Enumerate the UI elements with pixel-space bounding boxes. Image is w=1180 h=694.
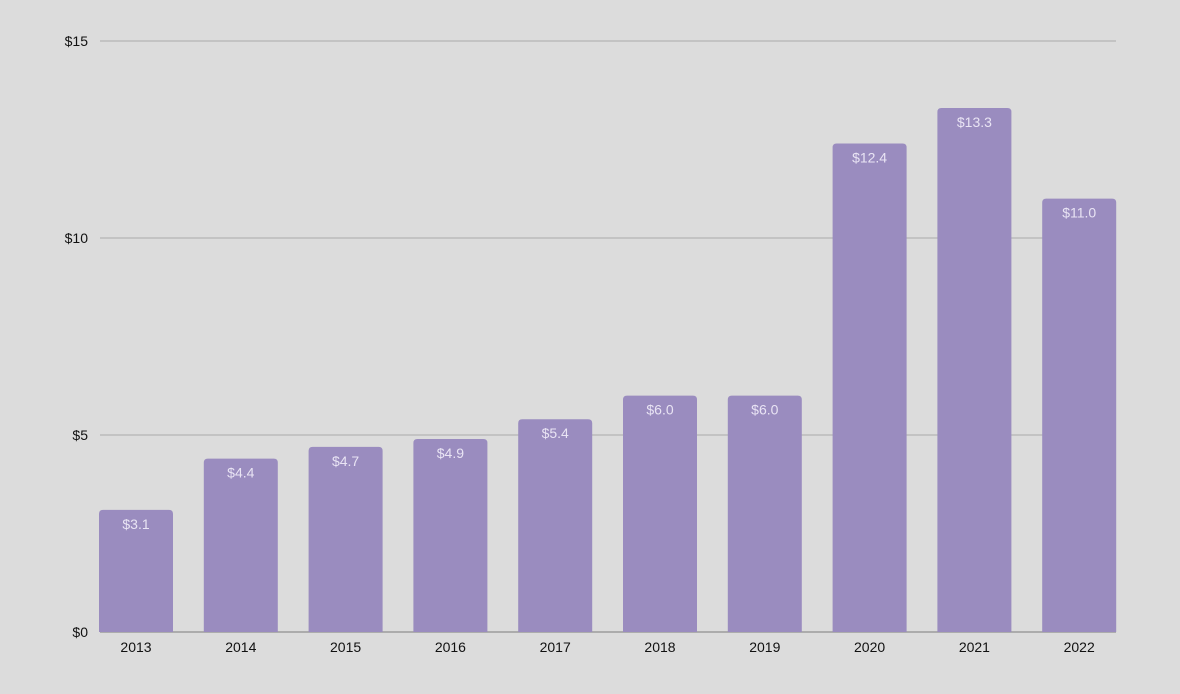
x-tick-label: 2018: [644, 639, 675, 655]
data-label: $11.0: [1062, 205, 1096, 221]
x-tick-label: 2020: [854, 639, 885, 655]
data-label: $4.4: [227, 465, 254, 481]
bar-2017: [518, 419, 593, 632]
bars: [99, 107, 1117, 633]
bar-2020: [832, 143, 907, 632]
bar-2015: [308, 446, 383, 632]
data-label: $6.0: [646, 402, 673, 418]
y-tick-label: $0: [72, 624, 88, 640]
data-label: $13.3: [957, 114, 992, 130]
data-label: $3.1: [122, 516, 149, 532]
y-tick-label: $5: [72, 427, 88, 443]
y-tick-label: $15: [65, 33, 89, 49]
x-axis-ticks: 2013 2014 2015 2016 2017 2018 2019 2020 2021 2022: [120, 639, 1095, 655]
x-tick-label: 2022: [1064, 639, 1095, 655]
data-label: $4.9: [437, 445, 464, 461]
y-axis-ticks: $0 $5 $10 $15: [65, 33, 89, 640]
data-label: $12.4: [852, 149, 887, 165]
x-tick-label: 2014: [225, 639, 256, 655]
data-label: $6.0: [751, 402, 778, 418]
bar-2018: [623, 395, 697, 632]
x-tick-label: 2019: [749, 639, 780, 655]
data-labels: $3.1 $4.4 $4.7 $4.9 $5.4 $6.0 $6.0 $12.4 $13.3 $1…: [122, 114, 1096, 532]
y-tick-label: $10: [65, 230, 89, 246]
bar-2019: [727, 395, 802, 632]
x-tick-label: 2013: [120, 639, 151, 655]
bar-2022: [1042, 198, 1117, 632]
bar-2021: [937, 107, 1012, 633]
data-label: $4.7: [332, 453, 359, 469]
bar-2013: [99, 509, 173, 632]
bar-2014: [203, 458, 278, 632]
x-tick-label: 2017: [540, 639, 571, 655]
x-tick-label: 2015: [330, 639, 361, 655]
bar-2016: [413, 438, 488, 632]
data-label: $5.4: [542, 425, 569, 441]
x-tick-label: 2016: [435, 639, 466, 655]
x-tick-label: 2021: [959, 639, 990, 655]
